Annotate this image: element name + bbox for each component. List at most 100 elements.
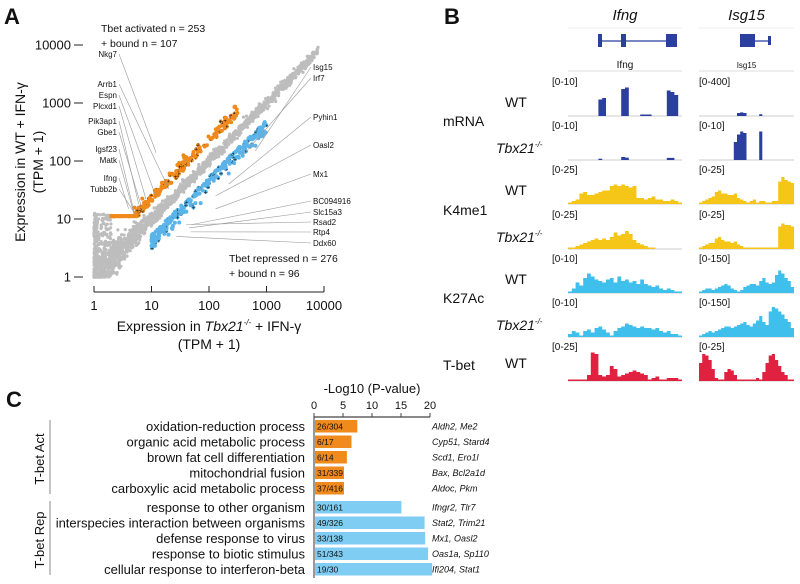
gene-model-exon (598, 34, 602, 47)
background-gene-point (211, 154, 215, 158)
background-gene-point (94, 214, 98, 219)
background-gene-point (94, 239, 98, 244)
activated-gene-point (213, 127, 218, 132)
background-gene-point (287, 76, 291, 80)
y-tick-label: 10 (57, 212, 71, 227)
coverage-track-k4me1 (568, 231, 682, 249)
activated-gene-point (142, 200, 146, 205)
repressed-gene-point (221, 165, 226, 170)
gene-model-exon (768, 36, 771, 45)
bound-marker: + (254, 130, 258, 137)
background-gene-point (122, 233, 126, 237)
background-gene-point (97, 272, 101, 276)
bar-x-tick-label: 15 (395, 400, 407, 412)
background-gene-point (93, 243, 97, 248)
background-gene-point (244, 118, 248, 122)
bound-marker: + (219, 171, 223, 178)
background-gene-point (125, 244, 130, 248)
bar-chart-title: -Log10 (P-value) (324, 381, 421, 396)
label-leader-line (118, 105, 147, 200)
activated-gene-point (170, 172, 175, 177)
background-gene-point (137, 241, 141, 245)
background-gene-point (100, 268, 104, 272)
gene-label: Tubb2b (90, 185, 117, 194)
background-gene-point (182, 183, 186, 188)
repressed-gene-point (241, 149, 246, 153)
track-group-label: K4me1 (443, 202, 488, 218)
background-gene-point (115, 247, 119, 251)
activated-gene-point (219, 128, 224, 133)
track-range: [0-25] (699, 210, 725, 221)
go-term-label: interspecies interaction between organis… (56, 516, 306, 531)
background-gene-point (292, 72, 296, 76)
sample-label-gene: Tbx21 (496, 229, 535, 245)
background-gene-point (160, 203, 164, 208)
background-gene-point (101, 233, 105, 237)
x-axis-label-units: (TPM + 1) (178, 336, 241, 352)
background-gene-point (153, 210, 157, 214)
background-gene-point (215, 150, 219, 154)
background-gene-point (99, 227, 103, 231)
background-gene-point (241, 115, 246, 119)
background-gene-point (112, 259, 116, 263)
background-gene-point (103, 241, 107, 245)
background-gene-point (279, 83, 283, 87)
activated-gene-point (120, 214, 124, 219)
label-leader-line (118, 148, 135, 213)
bound-marker: + (264, 123, 268, 130)
track-range: [0-150] (699, 254, 730, 265)
background-gene-point (279, 80, 283, 84)
sample-label-wt: WT (505, 271, 527, 287)
go-term-label: organic acid metabolic process (127, 435, 306, 450)
background-gene-point (156, 209, 160, 213)
example-genes: Ifi204, Stat1 (432, 565, 480, 575)
background-gene-point (122, 244, 126, 248)
label-leader-line (118, 83, 170, 190)
bound-marker: + (137, 209, 141, 216)
sample-label-gene: Tbx21 (496, 317, 535, 333)
background-gene-point (292, 74, 296, 78)
background-gene-point (145, 218, 149, 222)
background-gene-point (250, 115, 254, 120)
background-gene-point (125, 249, 129, 253)
go-term-label: response to other organism (147, 500, 305, 515)
track-range: [0-25] (552, 342, 578, 353)
background-gene-point (286, 82, 290, 86)
bound-marker: + (216, 175, 220, 182)
background-gene-point (302, 60, 306, 64)
x-axis-label-suffix: + IFN-γ (251, 318, 301, 334)
bound-marker: + (138, 208, 142, 215)
repressed-gene-point (219, 171, 223, 176)
background-gene-point (96, 275, 100, 279)
background-gene-point (261, 106, 265, 110)
background-gene-point (223, 139, 227, 143)
background-gene-point (153, 217, 157, 221)
background-gene-point (92, 256, 96, 260)
track-range: [0-10] (552, 77, 578, 88)
background-gene-point (127, 238, 131, 242)
background-gene-point (131, 245, 135, 249)
repressed-gene-point (164, 227, 169, 232)
gene-title: Isg15 (728, 7, 765, 24)
background-gene-point (264, 100, 268, 104)
gene-name-small: Isg15 (737, 61, 757, 70)
sample-label-superscript: -/- (535, 317, 543, 326)
repressed-gene-point (207, 177, 212, 182)
y-tick-label: 1000 (42, 96, 71, 111)
bound-marker: + (184, 203, 188, 210)
background-gene-point (305, 54, 309, 59)
gene-label: Pyhin1 (313, 113, 338, 122)
background-gene-point (273, 86, 278, 90)
gene-label: Matk (100, 156, 118, 165)
go-term-label: oxidation-reduction process (146, 419, 305, 434)
bar-count-label: 6/17 (317, 437, 334, 447)
background-gene-point (271, 94, 275, 98)
example-genes: Scd1, Ero1l (432, 453, 480, 463)
background-gene-point (92, 231, 96, 235)
activated-gene-point (197, 145, 202, 150)
background-gene-point (312, 52, 316, 56)
activated-gene-point (153, 194, 157, 199)
activated-gene-point (160, 180, 164, 185)
gene-label: Mx1 (313, 170, 329, 179)
